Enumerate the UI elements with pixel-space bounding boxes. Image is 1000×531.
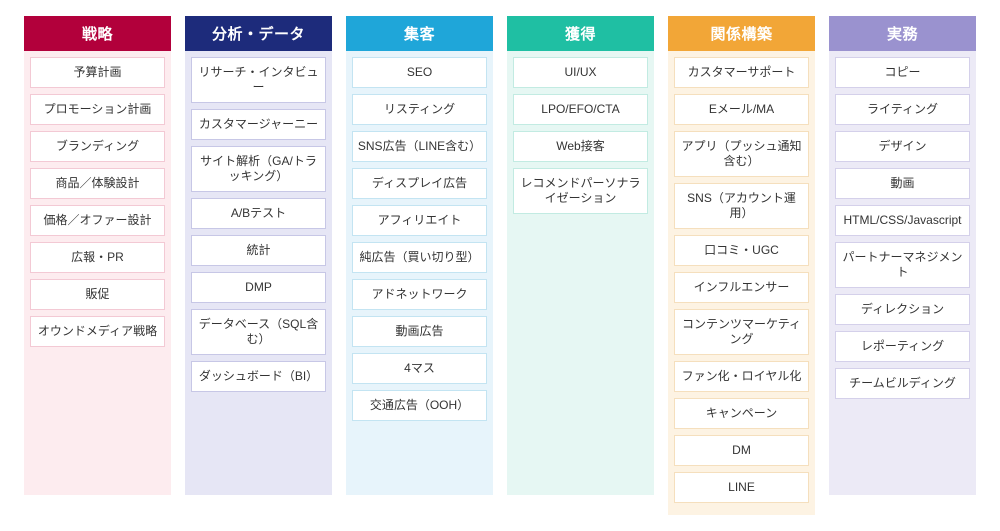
skill-cell: チームビルディング bbox=[835, 368, 970, 399]
skill-cell: ファン化・ロイヤル化 bbox=[674, 361, 809, 392]
column-acquire: 獲得 UI/UX LPO/EFO/CTA Web接客レコメンドパーソナライゼーション bbox=[507, 16, 654, 495]
skill-cell: オウンドメディア戦略 bbox=[30, 316, 165, 347]
skill-cell: 口コミ・UGC bbox=[674, 235, 809, 266]
skill-cell: 広報・PR bbox=[30, 242, 165, 273]
skill-cell: レポーティング bbox=[835, 331, 970, 362]
column-analytics: 分析・データリサーチ・インタビューカスタマージャーニーサイト解析（GA/トラッキ… bbox=[185, 16, 332, 495]
skill-cell: データベース（SQL含む） bbox=[191, 309, 326, 355]
column-header-analytics: 分析・データ bbox=[185, 16, 332, 51]
skill-cell: カスタマージャーニー bbox=[191, 109, 326, 140]
skill-cell: リサーチ・インタビュー bbox=[191, 57, 326, 103]
column-header-attract: 集客 bbox=[346, 16, 493, 51]
skill-cell: アプリ（プッシュ通知含む） bbox=[674, 131, 809, 177]
column-body-relationship: カスタマーサポート Eメール/MA アプリ（プッシュ通知含む） SNS（アカウント運用… bbox=[668, 51, 815, 515]
column-header-strategy: 戦略 bbox=[24, 16, 171, 51]
skill-cell: Web接客 bbox=[513, 131, 648, 162]
skill-cell: コピー bbox=[835, 57, 970, 88]
skill-cell: SNS広告（LINE含む） bbox=[352, 131, 487, 162]
column-body-strategy: 予算計画プロモーション計画ブランディング商品／体験設計価格／オファー設計広報・P… bbox=[24, 51, 171, 495]
column-relationship: 関係構築カスタマーサポート Eメール/MA アプリ（プッシュ通知含む） SNS（アカウ… bbox=[668, 16, 815, 515]
skill-cell: HTML/CSS/Javascript bbox=[835, 205, 970, 236]
skill-cell: ブランディング bbox=[30, 131, 165, 162]
skill-cell: Eメール/MA bbox=[674, 94, 809, 125]
skill-cell: UI/UX bbox=[513, 57, 648, 88]
skill-cell: 販促 bbox=[30, 279, 165, 310]
skill-cell: 4マス bbox=[352, 353, 487, 384]
column-header-acquire: 獲得 bbox=[507, 16, 654, 51]
skill-cell: ライティング bbox=[835, 94, 970, 125]
column-attract: 集客 SEO リスティング SNS広告（LINE含む） ディスプレイ広告アフィリエイト純… bbox=[346, 16, 493, 495]
skill-cell: サイト解析（GA/トラッキング） bbox=[191, 146, 326, 192]
skill-cell: パートナーマネジメント bbox=[835, 242, 970, 288]
skill-cell: DMP bbox=[191, 272, 326, 303]
skill-cell: インフルエンサー bbox=[674, 272, 809, 303]
skills-matrix: 戦略予算計画プロモーション計画ブランディング商品／体験設計価格／オファー設計広報… bbox=[24, 16, 976, 515]
skill-cell: 交通広告（OOH） bbox=[352, 390, 487, 421]
skill-cell: ダッシュボード（BI） bbox=[191, 361, 326, 392]
skill-cell: レコメンドパーソナライゼーション bbox=[513, 168, 648, 214]
skill-cell: 統計 bbox=[191, 235, 326, 266]
column-body-ops: コピーライティングデザイン動画 HTML/CSS/Javascript パートナーマ… bbox=[829, 51, 976, 495]
skill-cell: 動画広告 bbox=[352, 316, 487, 347]
skill-cell: SNS（アカウント運用） bbox=[674, 183, 809, 229]
skill-cell: アドネットワーク bbox=[352, 279, 487, 310]
skill-cell: 予算計画 bbox=[30, 57, 165, 88]
skill-cell: ディレクション bbox=[835, 294, 970, 325]
skill-cell: DM bbox=[674, 435, 809, 466]
skill-cell: キャンペーン bbox=[674, 398, 809, 429]
skill-cell: 価格／オファー設計 bbox=[30, 205, 165, 236]
skill-cell: プロモーション計画 bbox=[30, 94, 165, 125]
skill-cell: 動画 bbox=[835, 168, 970, 199]
skill-cell: カスタマーサポート bbox=[674, 57, 809, 88]
skill-cell: コンテンツマーケティング bbox=[674, 309, 809, 355]
column-header-relationship: 関係構築 bbox=[668, 16, 815, 51]
skill-cell: LPO/EFO/CTA bbox=[513, 94, 648, 125]
column-strategy: 戦略予算計画プロモーション計画ブランディング商品／体験設計価格／オファー設計広報… bbox=[24, 16, 171, 495]
column-body-analytics: リサーチ・インタビューカスタマージャーニーサイト解析（GA/トラッキング） A/B… bbox=[185, 51, 332, 495]
column-body-acquire: UI/UX LPO/EFO/CTA Web接客レコメンドパーソナライゼーション bbox=[507, 51, 654, 495]
skill-cell: 商品／体験設計 bbox=[30, 168, 165, 199]
skill-cell: A/Bテスト bbox=[191, 198, 326, 229]
skill-cell: 純広告（買い切り型） bbox=[352, 242, 487, 273]
column-header-ops: 実務 bbox=[829, 16, 976, 51]
skill-cell: リスティング bbox=[352, 94, 487, 125]
column-ops: 実務コピーライティングデザイン動画 HTML/CSS/Javascript パートナ… bbox=[829, 16, 976, 495]
column-body-attract: SEO リスティング SNS広告（LINE含む） ディスプレイ広告アフィリエイト純広告… bbox=[346, 51, 493, 495]
skill-cell: デザイン bbox=[835, 131, 970, 162]
skill-cell: SEO bbox=[352, 57, 487, 88]
skill-cell: ディスプレイ広告 bbox=[352, 168, 487, 199]
skill-cell: アフィリエイト bbox=[352, 205, 487, 236]
skill-cell: LINE bbox=[674, 472, 809, 503]
